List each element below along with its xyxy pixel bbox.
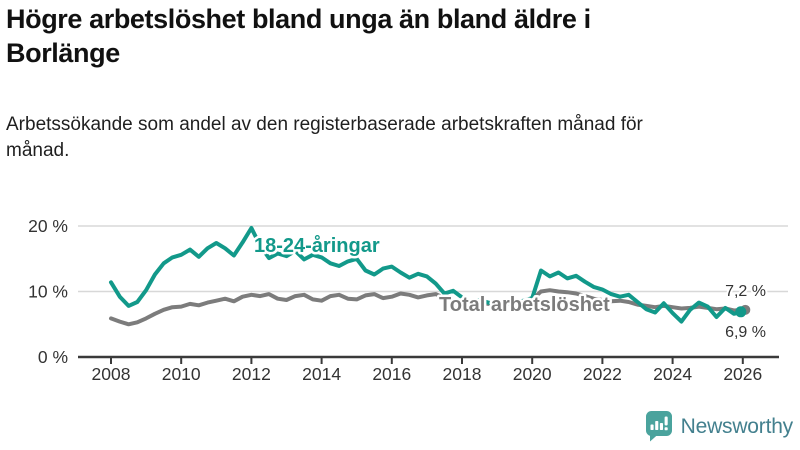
chart-subtitle: Arbetssökande som andel av den registerb… [6, 114, 643, 162]
series-label-total: Total arbetslöshet [439, 294, 610, 316]
x-tick-label-2022: 2022 [583, 364, 622, 384]
x-tick-label-2020: 2020 [513, 364, 552, 384]
series-line-total [109, 288, 745, 327]
newsworthy-logo-icon [645, 411, 672, 442]
series-line-young [109, 226, 745, 324]
x-tick-label-2016: 2016 [372, 364, 411, 384]
x-tick-label-2008: 2008 [92, 364, 131, 384]
y-tick-label-10: 10 % [28, 282, 68, 302]
brand-name: Newsworthy [680, 414, 794, 438]
y-tick-label-0: 0 % [38, 347, 68, 367]
y-tick-label-20: 20 % [28, 216, 68, 236]
x-tick-label-2010: 2010 [162, 364, 201, 384]
page-title: Högre arbetslöshet bland unga än bland ä… [6, 4, 591, 69]
end-label-young: 6,9 % [725, 324, 766, 341]
series-label-young: 18-24-åringar [254, 234, 380, 257]
x-tick-label-2018: 2018 [443, 364, 482, 384]
x-tick-label-2014: 2014 [302, 364, 341, 384]
x-tick-label-2012: 2012 [232, 364, 271, 384]
endpoint-dot-young [735, 306, 747, 318]
x-tick-label-2026: 2026 [723, 364, 762, 384]
x-tick-label-2024: 2024 [653, 364, 692, 384]
end-label-total: 7,2 % [725, 283, 766, 300]
newsworthy-brand: Newsworthy [645, 410, 793, 443]
